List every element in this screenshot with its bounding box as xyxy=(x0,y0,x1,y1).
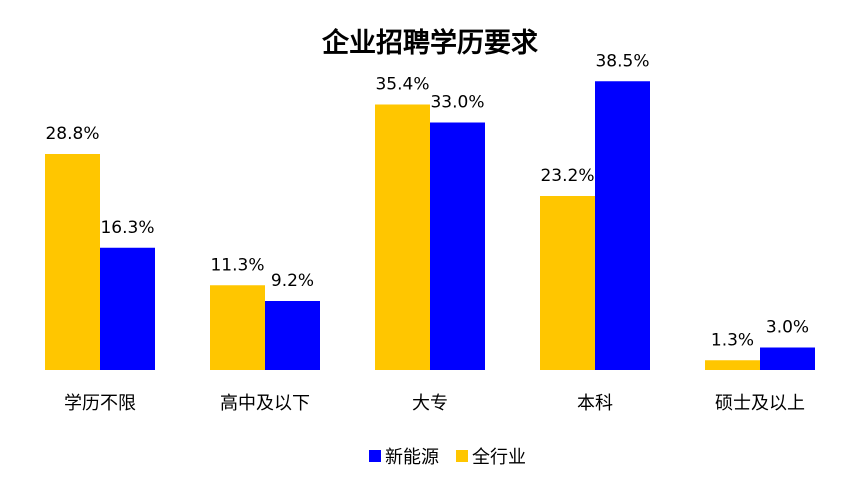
category-label-1: 高中及以下 xyxy=(220,393,310,414)
bar-all-industry-4 xyxy=(705,360,760,370)
bar-new-energy-0 xyxy=(100,247,155,370)
bars-layer xyxy=(45,81,815,370)
category-axis: 学历不限 高中及以下 大专 本科 硕士及以上 xyxy=(64,393,805,414)
legend-swatch-all-industry xyxy=(456,450,468,462)
data-label-new-energy-4: 3.0% xyxy=(766,318,809,338)
bar-new-energy-3 xyxy=(595,81,650,370)
bar-all-industry-0 xyxy=(45,154,100,370)
bar-all-industry-3 xyxy=(540,196,595,370)
bar-all-industry-2 xyxy=(375,104,430,370)
data-label-new-energy-3: 38.5% xyxy=(595,51,649,71)
bar-new-energy-1 xyxy=(265,301,320,370)
category-label-2: 大专 xyxy=(412,393,448,414)
chart-title: 企业招聘学历要求 xyxy=(322,27,538,59)
data-label-new-energy-1: 9.2% xyxy=(271,271,314,291)
legend-label-new-energy: 新能源 xyxy=(385,447,439,468)
data-label-all-industry-1: 11.3% xyxy=(210,255,264,275)
legend-swatch-new-energy xyxy=(369,450,381,462)
category-label-3: 本科 xyxy=(577,393,613,414)
category-label-4: 硕士及以上 xyxy=(715,393,805,414)
data-label-all-industry-4: 1.3% xyxy=(711,330,754,350)
data-label-all-industry-3: 23.2% xyxy=(540,166,594,186)
legend-label-all-industry: 全行业 xyxy=(472,447,526,468)
bar-new-energy-4 xyxy=(760,347,815,370)
data-label-new-energy-0: 16.3% xyxy=(100,218,154,238)
bar-all-industry-1 xyxy=(210,285,265,370)
data-label-all-industry-2: 35.4% xyxy=(375,75,429,95)
category-label-0: 学历不限 xyxy=(64,393,136,414)
data-label-new-energy-2: 33.0% xyxy=(430,93,484,113)
legend: 新能源 全行业 xyxy=(369,447,526,468)
data-label-all-industry-0: 28.8% xyxy=(45,124,99,144)
bar-new-energy-2 xyxy=(430,122,485,370)
data-labels-layer: 28.8% 16.3% 11.3% 9.2% 35.4%33.0% 23.2% 38.5% 1… xyxy=(45,51,809,350)
